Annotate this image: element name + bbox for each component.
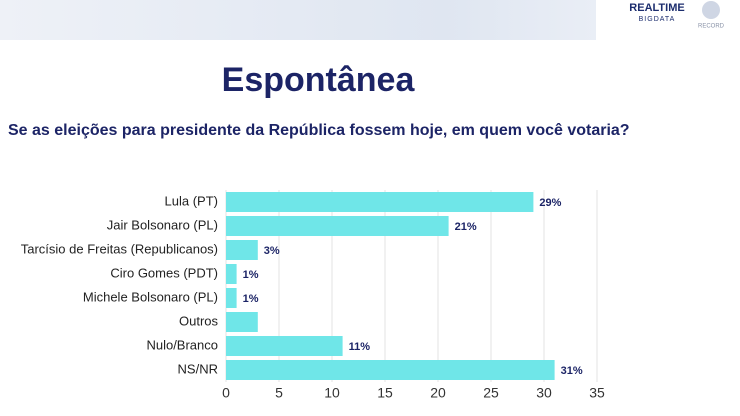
y-tick-label: Michele Bolsonaro (PL) [83, 289, 218, 304]
logo-sub: BIGDATA [639, 16, 676, 23]
y-tick-label: Ciro Gomes (PDT) [110, 265, 218, 280]
bar [226, 216, 449, 236]
y-tick-label: Nulo/Branco [146, 337, 218, 352]
bar [226, 360, 555, 380]
logo-partner: RECORD [698, 24, 725, 30]
x-tick-label: 0 [222, 385, 230, 401]
y-tick-label: Outros [179, 313, 219, 328]
value-label: 29% [539, 197, 561, 209]
x-tick-label: 30 [536, 385, 552, 401]
x-tick-label: 25 [483, 385, 499, 401]
bar [226, 336, 343, 356]
value-label: 1% [243, 293, 259, 305]
value-label: 11% [349, 341, 371, 353]
y-tick-label: Tarcísio de Freitas (Republicanos) [21, 241, 218, 256]
x-tick-label: 35 [589, 385, 605, 401]
x-tick-label: 5 [275, 385, 283, 401]
value-label: 1% [243, 269, 259, 281]
x-tick-label: 15 [377, 385, 393, 401]
y-tick-label: Jair Bolsonaro (PL) [107, 217, 218, 232]
bar [226, 264, 237, 284]
bar [226, 240, 258, 260]
y-tick-label: Lula (PT) [165, 193, 218, 208]
value-label: 31% [561, 365, 583, 377]
chart-subtitle: Se as eleições para presidente da Repúbl… [8, 122, 630, 139]
value-label: 3% [264, 245, 280, 257]
bar [226, 288, 237, 308]
bar [226, 312, 258, 332]
bar [226, 192, 534, 212]
chart-title: Espontânea [222, 61, 416, 99]
x-tick-label: 20 [430, 385, 446, 401]
logo-icon [702, 1, 720, 19]
x-tick-label: 10 [324, 385, 340, 401]
logo-brand: REALTIME [629, 2, 684, 14]
y-tick-label: NS/NR [178, 361, 218, 376]
value-label: 21% [455, 221, 477, 233]
